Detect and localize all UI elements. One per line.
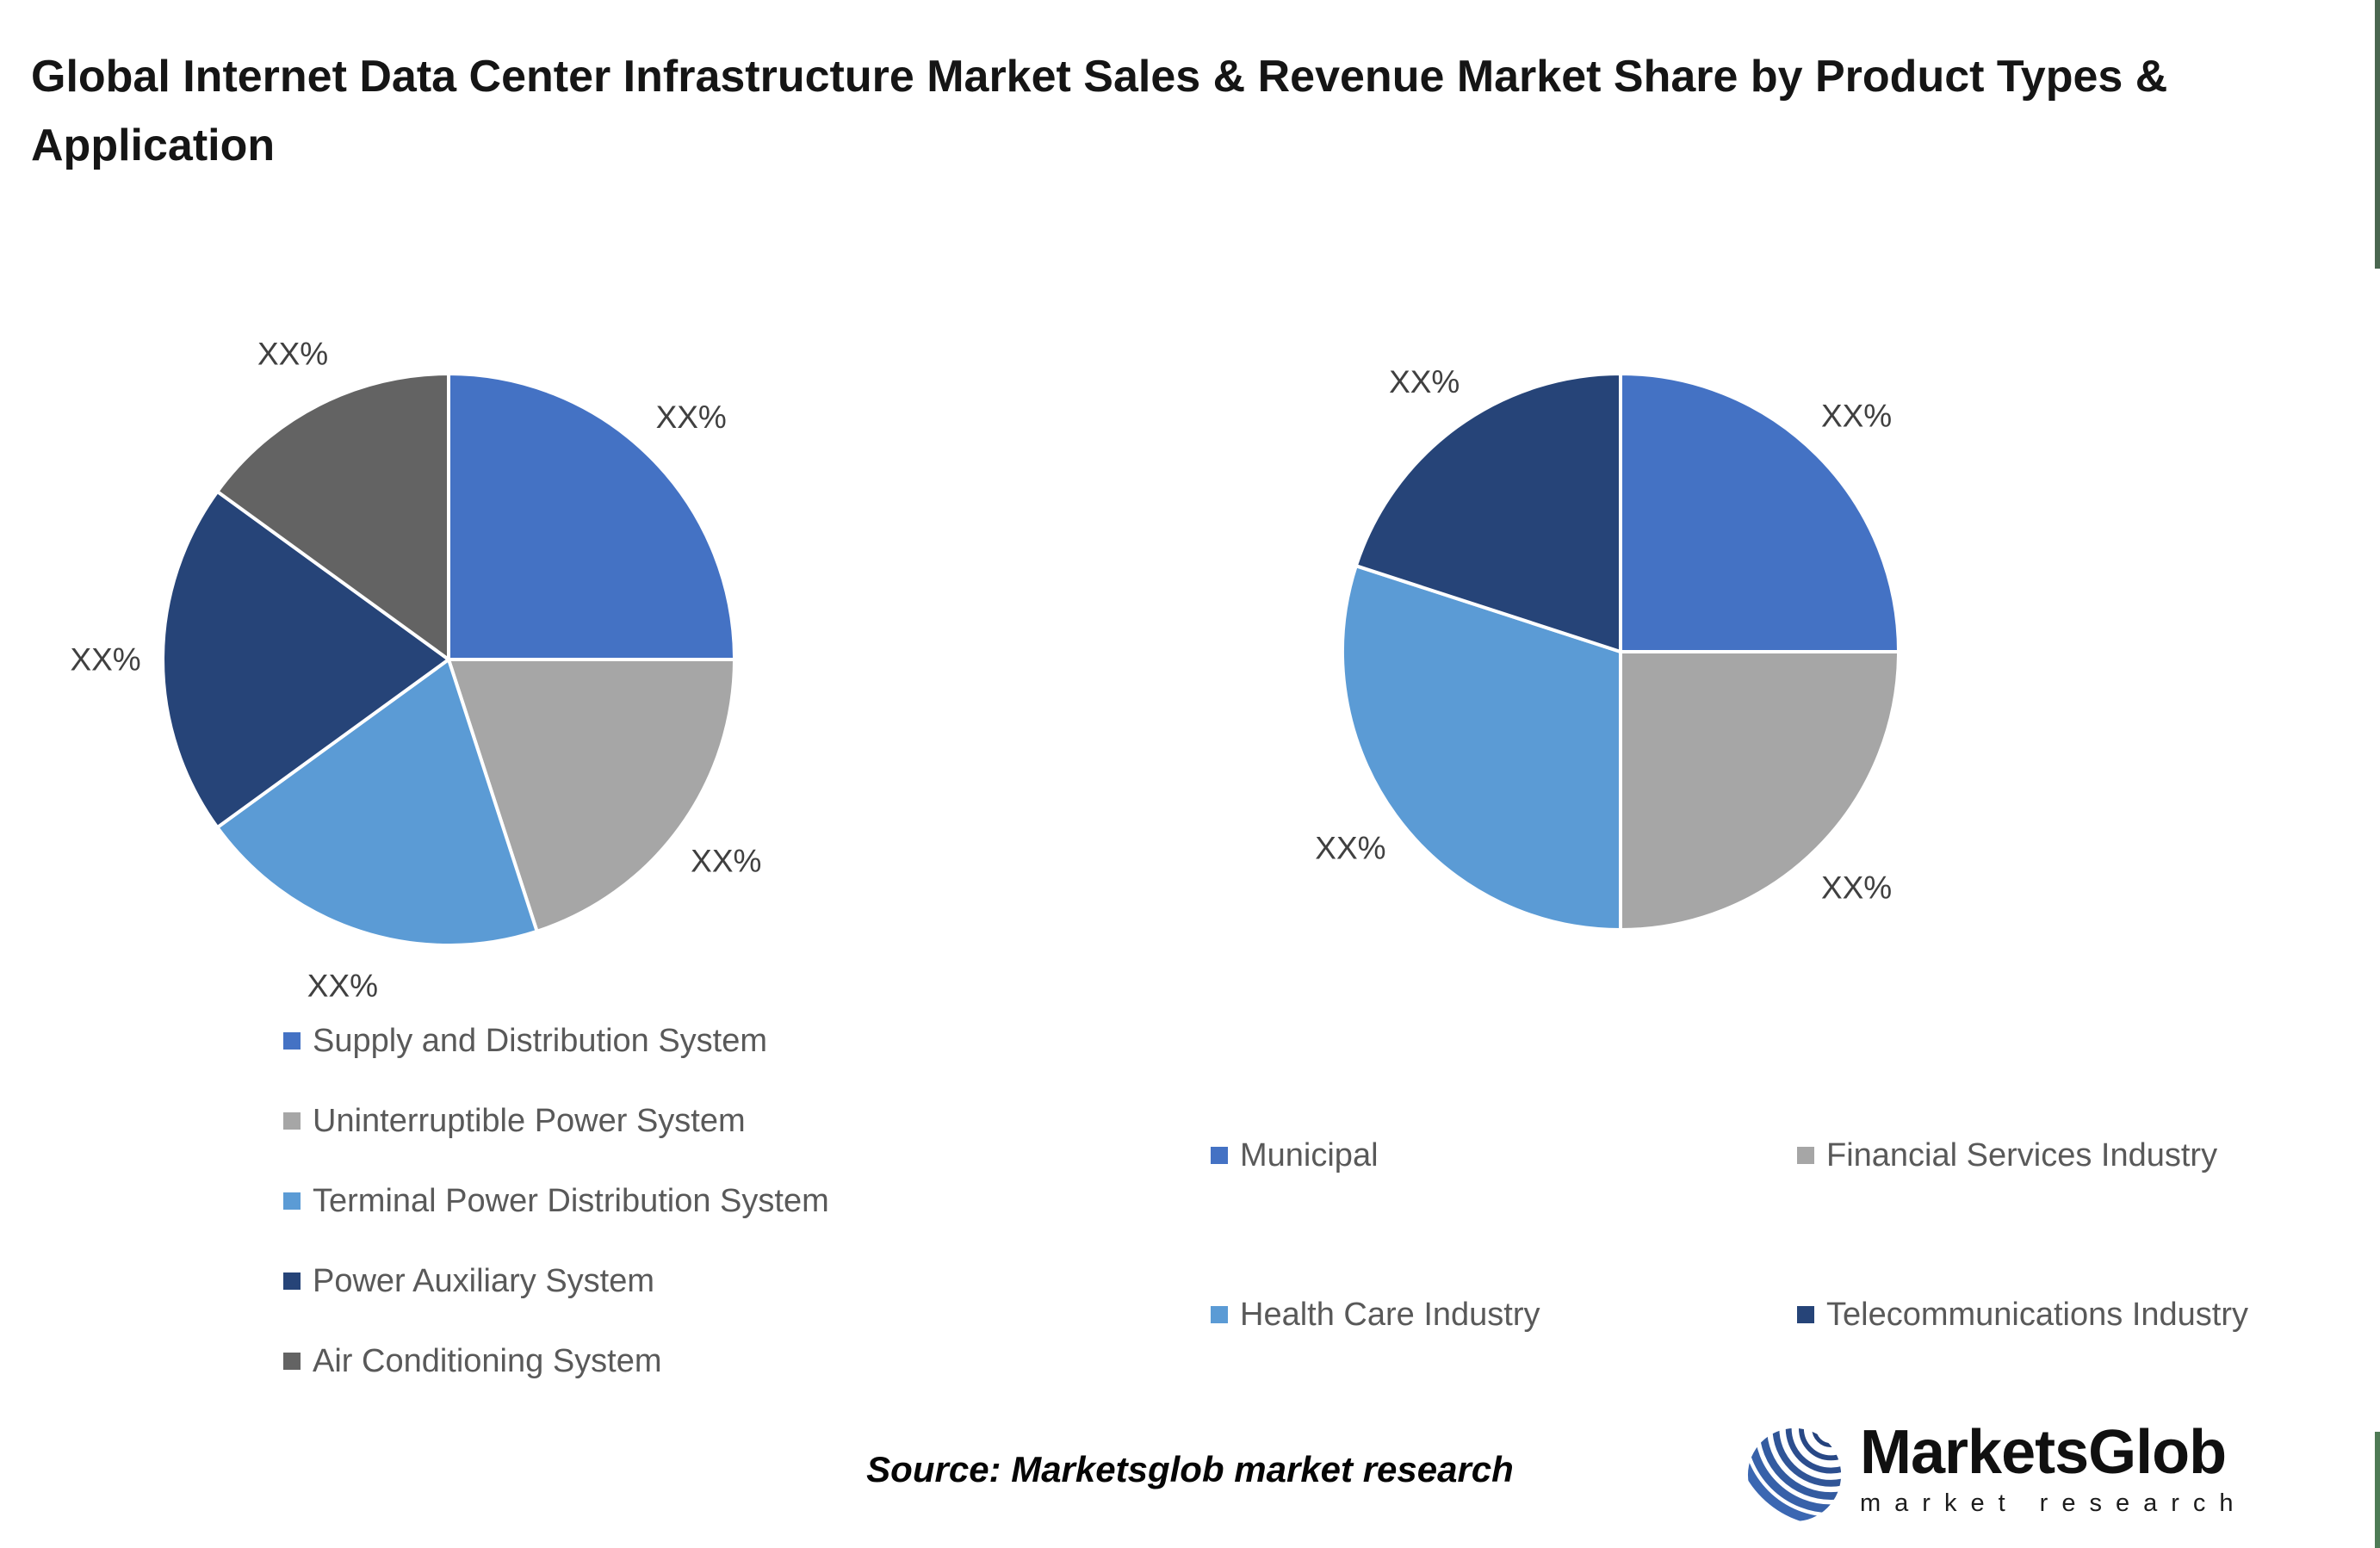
legend-item-telecommunications-industry: Telecommunications Industry <box>1797 1296 2248 1333</box>
legend-product-types: Supply and Distribution System Uninterrup… <box>283 1022 829 1424</box>
legend-label: Terminal Power Distribution System <box>313 1182 829 1219</box>
legend-swatch-icon <box>283 1112 301 1130</box>
legend-item-municipal: Municipal <box>1211 1136 1797 1173</box>
pie-value-label-air-conditioning-system: XX% <box>257 337 328 372</box>
pie-slice-telecommunications-industry <box>1354 372 1622 653</box>
pie-value-label-uninterruptible-power-system: XX% <box>691 844 761 879</box>
pie-product-types: XX% XX% XX% XX% XX% <box>70 337 761 1004</box>
marketsglob-logo: MarketsGlob market research <box>1746 1421 2247 1526</box>
legend-application: Municipal Financial Services Industry Heal… <box>1211 1136 2248 1333</box>
legend-label: Municipal <box>1240 1136 1379 1173</box>
legend-swatch-icon <box>1211 1306 1228 1323</box>
marketsglob-globe-icon <box>1747 1427 1842 1522</box>
legend-item-power-auxiliary-system: Power Auxiliary System <box>283 1262 829 1299</box>
globe-stripe <box>1785 1427 1842 1474</box>
logo-text: MarketsGlob market research <box>1860 1421 2247 1518</box>
pie-slice-financial-services-industry <box>1619 650 1900 932</box>
pie-slice-municipal <box>1619 372 1900 653</box>
pie-value-label-health-care-industry: XX% <box>1315 830 1385 865</box>
pie-application: XX% XX% XX% XX% <box>1315 364 1900 932</box>
legend-label: Financial Services Industry <box>1826 1136 2218 1173</box>
legend-label: Health Care Industry <box>1240 1296 1540 1333</box>
legend-swatch-icon <box>283 1032 301 1050</box>
legend-label: Air Conditioning System <box>313 1342 662 1379</box>
legend-item-uninterruptible-power-system: Uninterruptible Power System <box>283 1102 829 1139</box>
legend-label: Telecommunications Industry <box>1826 1296 2248 1333</box>
legend-item-air-conditioning-system: Air Conditioning System <box>283 1342 829 1379</box>
legend-item-supply-and-distribution-system: Supply and Distribution System <box>283 1022 829 1059</box>
legend-item-terminal-power-distribution-system: Terminal Power Distribution System <box>283 1182 829 1219</box>
page-edge-strip-bottom <box>2375 1432 2380 1548</box>
pie-slice-power-auxiliary-system <box>161 489 450 830</box>
source-note: Source: Marketsglob market research <box>866 1449 1514 1489</box>
globe-stripe <box>1798 1427 1842 1461</box>
pie-value-label-supply-and-distribution-system: XX% <box>656 399 727 435</box>
legend-swatch-icon <box>1797 1306 1814 1323</box>
legend-label: Uninterruptible Power System <box>313 1102 746 1139</box>
logo-subtitle: market research <box>1860 1489 2247 1517</box>
page-edge-strip-top <box>2375 0 2380 269</box>
pie-value-label-municipal: XX% <box>1821 398 1892 433</box>
pie-value-label-power-auxiliary-system: XX% <box>70 642 140 678</box>
globe-stripe <box>1772 1427 1842 1487</box>
legend-swatch-icon <box>283 1192 301 1210</box>
pie-value-label-terminal-power-distribution-system: XX% <box>307 968 378 1003</box>
pie-value-label-financial-services-industry: XX% <box>1821 870 1892 906</box>
pie-value-label-telecommunications-industry: XX% <box>1389 364 1460 399</box>
globe-stripe <box>1812 1427 1842 1448</box>
globe-stripe <box>1759 1427 1842 1501</box>
pie-slice-health-care-industry <box>1341 564 1622 932</box>
pie-slice-uninterruptible-power-system <box>447 658 736 933</box>
legend-label: Power Auxiliary System <box>313 1262 655 1299</box>
legend-swatch-icon <box>1211 1147 1228 1164</box>
legend-swatch-icon <box>1797 1147 1814 1164</box>
page-title: Global Internet Data Center Infrastructu… <box>31 51 2168 170</box>
pie-slice-supply-and-distribution-system <box>447 372 736 661</box>
legend-item-financial-services-industry: Financial Services Industry <box>1797 1136 2248 1173</box>
legend-swatch-icon <box>283 1272 301 1290</box>
pie-slice-terminal-power-distribution-system <box>215 658 539 948</box>
legend-swatch-icon <box>283 1353 301 1370</box>
logo-name: MarketsGlob <box>1860 1418 2227 1487</box>
legend-label: Supply and Distribution System <box>313 1022 768 1059</box>
pie-slice-air-conditioning-system <box>215 372 450 661</box>
legend-item-health-care-industry: Health Care Industry <box>1211 1296 1797 1333</box>
